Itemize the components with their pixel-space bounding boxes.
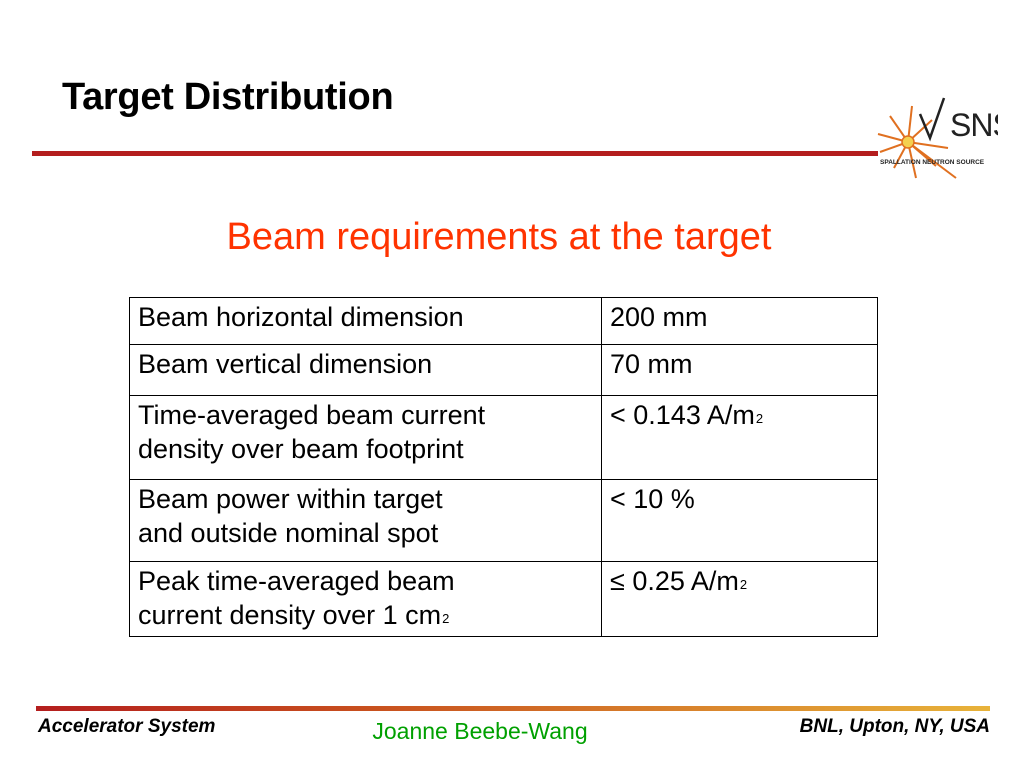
parameter-line: Beam vertical dimension bbox=[138, 349, 433, 379]
logo-text: SNS bbox=[950, 107, 998, 143]
footer-right: BNL, Upton, NY, USA bbox=[799, 716, 990, 737]
parameter-line: and outside nominal spot bbox=[138, 518, 439, 548]
value-cell: ≤ 0.25 A/m2 bbox=[601, 561, 878, 637]
table-row: Beam vertical dimension 70 mm bbox=[129, 344, 878, 396]
parameter-line: Peak time-averaged beam bbox=[138, 566, 455, 596]
logo-check-icon bbox=[918, 97, 946, 142]
parameter-superscript: 2 bbox=[442, 611, 450, 626]
logo-starburst-icon bbox=[877, 105, 957, 179]
table-row: Beam horizontal dimension 200 mm bbox=[129, 297, 878, 345]
parameter-cell: Beam vertical dimension bbox=[129, 344, 602, 396]
sns-logo: SNS SPALLATION NEUTRON SOURCE bbox=[877, 97, 998, 179]
parameter-cell: Peak time-averaged beam current density o… bbox=[129, 561, 602, 637]
value-cell: < 10 % bbox=[601, 479, 878, 562]
parameter-cell: Time-averaged beam current density over b… bbox=[129, 395, 602, 480]
value-cell: 70 mm bbox=[601, 344, 878, 396]
slide-subtitle: Beam requirements at the target bbox=[226, 216, 772, 258]
parameter-line: current density over 1 cm bbox=[138, 600, 442, 630]
footer-left: Accelerator System bbox=[38, 716, 216, 737]
parameter-cell: Beam power within target and outside nomi… bbox=[129, 479, 602, 562]
parameter-line: Beam horizontal dimension bbox=[138, 302, 464, 332]
parameter-line: Time-averaged beam current bbox=[138, 400, 486, 430]
table-row: Beam power within target and outside nomi… bbox=[129, 479, 878, 562]
slide-title: Target Distribution bbox=[62, 76, 394, 118]
table-row: Peak time-averaged beam current density o… bbox=[129, 561, 878, 637]
table-row: Time-averaged beam current density over b… bbox=[129, 395, 878, 480]
value-text: ≤ 0.25 A/m bbox=[610, 566, 739, 596]
parameter-line: Beam power within target bbox=[138, 484, 443, 514]
value-cell: < 0.143 A/m2 bbox=[601, 395, 878, 480]
value-text: < 0.143 A/m bbox=[610, 400, 755, 430]
value-text: 200 mm bbox=[610, 302, 708, 332]
value-text: 70 mm bbox=[610, 349, 693, 379]
value-text: < 10 % bbox=[610, 484, 695, 514]
parameter-cell: Beam horizontal dimension bbox=[129, 297, 602, 345]
parameter-line: density over beam footprint bbox=[138, 434, 464, 464]
value-superscript: 2 bbox=[755, 411, 764, 426]
value-superscript: 2 bbox=[739, 577, 748, 592]
logo-caption: SPALLATION NEUTRON SOURCE bbox=[880, 159, 985, 166]
footer-author: Joanne Beebe-Wang bbox=[372, 718, 588, 744]
footer-divider bbox=[36, 706, 990, 711]
value-cell: 200 mm bbox=[601, 297, 878, 345]
beam-requirements-table: Beam horizontal dimension 200 mm Beam vert… bbox=[129, 297, 878, 637]
title-divider bbox=[32, 151, 878, 156]
